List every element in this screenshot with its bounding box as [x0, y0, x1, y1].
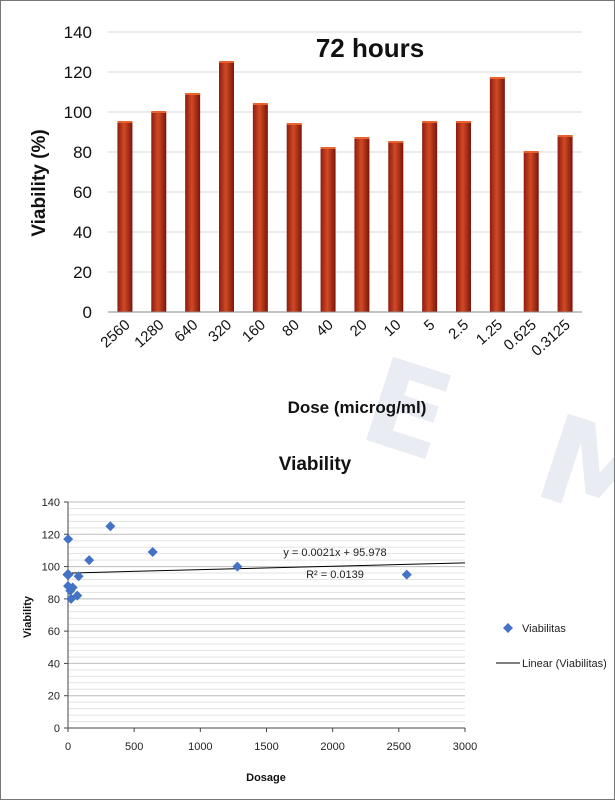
- scatter-x-tick-label: 2000: [320, 741, 344, 753]
- bar: [489, 78, 505, 312]
- bar-x-tick-label: 40: [313, 316, 337, 340]
- scatter-x-tick-label: 500: [125, 741, 143, 753]
- bar-y-tick-label: 60: [73, 183, 92, 202]
- bar-y-tick-label: 80: [73, 143, 92, 162]
- scatter-x-axis-label: Dosage: [246, 772, 286, 784]
- scatter-y-tick-label: 40: [48, 658, 60, 670]
- scatter-x-tick-labels: 0 500 1000 1500 2000 2500 3000: [65, 728, 477, 753]
- bar-y-tick-label: 20: [73, 263, 92, 282]
- bar: [456, 122, 471, 312]
- bar-x-tick-label: 1280: [131, 316, 167, 351]
- scatter-y-axis-label: Viability: [22, 595, 34, 638]
- scatter-point: [63, 580, 74, 591]
- scatter-point: [147, 547, 158, 558]
- bar-chart-title: 72 hours: [316, 33, 424, 63]
- scatter-y-tick-labels: 0 20 40 60 80 100 120 140: [42, 497, 68, 735]
- bar: [320, 148, 336, 312]
- bar: [185, 94, 201, 312]
- bar-y-tick-label: 0: [83, 303, 92, 322]
- scatter-y-tick-label: 0: [54, 723, 60, 735]
- scatter-series: [62, 521, 412, 604]
- scatter-point: [66, 593, 77, 604]
- scatter-chart: 0 20 40 60 80 100 120 140 0 500 1000 1500 2000 2500 3…: [22, 454, 607, 784]
- scatter-y-tick-label: 60: [48, 626, 60, 638]
- bar-x-tick-label: 1.25: [473, 316, 506, 348]
- bar-x-tick-label: 5: [421, 316, 439, 334]
- scatter-chart-title: Viability: [279, 454, 352, 475]
- bar-y-tick-label: 100: [64, 103, 92, 122]
- bar: [557, 136, 573, 312]
- scatter-y-tick-label: 80: [48, 594, 60, 606]
- legend: Viabilitas Linear (Viabilitas): [496, 623, 607, 670]
- scatter-point: [73, 571, 84, 582]
- bar-y-tick-labels: 0 20 40 60 80 100 120 140: [64, 23, 92, 322]
- bar-x-tick-label: 160: [239, 316, 269, 345]
- bar: [523, 152, 539, 312]
- bar-series: [117, 61, 573, 312]
- bar: [219, 62, 234, 312]
- bar: [422, 122, 438, 312]
- bar-x-tick-label: 2.5: [445, 316, 472, 343]
- bar-y-tick-label: 120: [64, 63, 92, 82]
- bar: [388, 142, 404, 312]
- scatter-y-tick-label: 120: [42, 529, 60, 541]
- trendline: [67, 562, 466, 574]
- scatter-gridlines: [68, 501, 465, 729]
- scatter-y-tick-label: 100: [42, 562, 60, 574]
- bar: [354, 138, 370, 312]
- legend-trendline-label: Linear (Viabilitas): [522, 658, 607, 670]
- legend-series-label: Viabilitas: [522, 623, 566, 635]
- scatter-y-tick-label: 140: [42, 497, 60, 509]
- trendline-equation: y = 0.0021x + 95.978: [283, 547, 386, 559]
- bar-gridlines: [108, 31, 582, 313]
- bar-y-axis-label: Viability (%): [29, 129, 50, 236]
- scatter-point: [63, 534, 74, 545]
- bar-x-axis-label: Dose (microg/ml): [288, 398, 427, 417]
- bar-x-tick-label: 2560: [97, 316, 133, 351]
- scatter-x-tick-label: 0: [65, 741, 71, 753]
- scatter-x-tick-label: 1500: [254, 741, 278, 753]
- trendline-r-squared: R² = 0.0139: [306, 569, 364, 581]
- scatter-point: [84, 555, 95, 566]
- bar-x-tick-label: 0.3125: [528, 316, 573, 359]
- scatter-x-tick-label: 1000: [188, 741, 212, 753]
- scatter-x-tick-label: 3000: [453, 741, 477, 753]
- scatter-x-tick-label: 2500: [387, 741, 411, 753]
- bar: [117, 122, 133, 312]
- bar: [286, 124, 302, 312]
- bar-x-tick-label: 640: [171, 316, 201, 345]
- bar-x-tick-label: 20: [347, 316, 371, 340]
- bar-x-tick-label: 320: [205, 316, 235, 345]
- bar: [151, 112, 167, 312]
- scatter-point: [232, 561, 243, 572]
- scatter-point: [62, 569, 73, 580]
- bar-x-tick-label: 10: [381, 316, 405, 340]
- scatter-point: [105, 521, 116, 532]
- bar-y-tick-label: 140: [64, 23, 92, 42]
- scatter-point: [401, 569, 412, 580]
- legend-diamond-marker: [503, 623, 513, 633]
- scatter-y-tick-label: 20: [48, 691, 60, 703]
- bar: [252, 104, 268, 312]
- bar-x-tick-label: 80: [279, 316, 303, 340]
- bar-y-tick-label: 40: [73, 223, 92, 242]
